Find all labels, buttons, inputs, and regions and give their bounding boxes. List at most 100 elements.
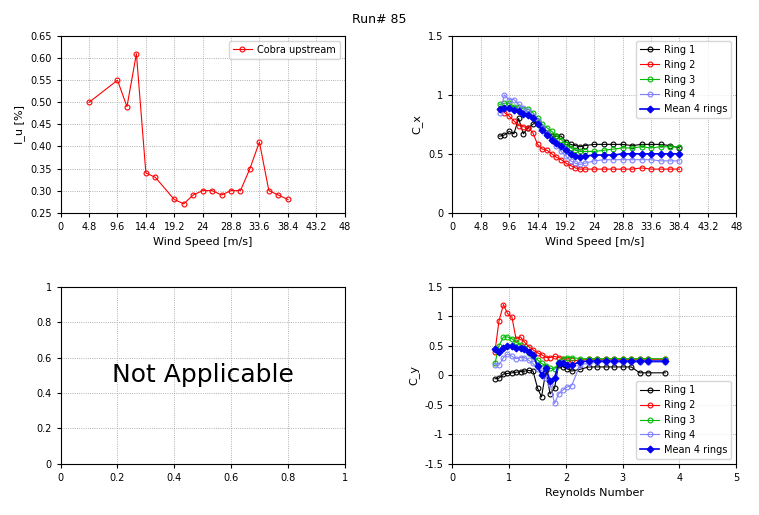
Ring 4 (575, 161, 584, 167)
Ring 4 (508, 353, 517, 359)
Legend: Cobra upstream: Cobra upstream (229, 41, 340, 59)
Mean 4 rings (562, 147, 571, 153)
Ring 2 (627, 356, 636, 363)
Ring 3 (661, 356, 670, 362)
Ring 3 (537, 121, 546, 127)
Ring 2 (495, 106, 504, 112)
Ring 3 (593, 356, 602, 362)
Ring 2 (618, 166, 627, 172)
Line: Mean 4 rings: Mean 4 rings (493, 344, 668, 384)
Ring 1 (618, 364, 627, 370)
Ring 1 (505, 128, 514, 134)
Ring 3 (666, 144, 675, 150)
Mean 4 rings (543, 132, 552, 138)
Mean 4 rings (546, 378, 555, 384)
Ring 1 (537, 394, 546, 400)
Ring 4 (559, 387, 568, 393)
Ring 2 (505, 113, 514, 119)
Ring 1 (562, 139, 571, 145)
Ring 4 (575, 362, 584, 368)
Legend: Ring 1, Ring 2, Ring 3, Ring 4, Mean 4 rings: Ring 1, Ring 2, Ring 3, Ring 4, Mean 4 r… (636, 41, 732, 118)
Cobra upstream (113, 77, 122, 83)
Cobra upstream (226, 187, 235, 194)
Mean 4 rings (547, 136, 556, 143)
Mean 4 rings (666, 151, 675, 157)
Legend: Ring 1, Ring 2, Ring 3, Ring 4, Mean 4 rings: Ring 1, Ring 2, Ring 3, Ring 4, Mean 4 r… (636, 382, 732, 459)
Ring 2 (581, 166, 590, 172)
Ring 3 (601, 356, 610, 362)
Ring 1 (609, 364, 619, 370)
Ring 4 (618, 359, 627, 365)
Ring 3 (575, 148, 584, 154)
Ring 1 (528, 121, 537, 127)
Cobra upstream (264, 187, 273, 194)
Ring 4 (661, 359, 670, 365)
Ring 1 (520, 368, 529, 374)
Mean 4 rings (567, 362, 576, 368)
Ring 4 (609, 157, 618, 163)
Ring 3 (490, 360, 499, 367)
Mean 4 rings (559, 360, 568, 367)
Mean 4 rings (490, 346, 499, 352)
Ring 4 (562, 153, 571, 159)
Ring 2 (590, 166, 599, 172)
Ring 3 (550, 366, 559, 372)
Ring 4 (528, 113, 537, 119)
Ring 2 (543, 147, 552, 153)
Ring 2 (508, 314, 517, 320)
Ring 1 (554, 362, 563, 368)
Ring 3 (537, 360, 546, 367)
Ring 3 (552, 133, 561, 139)
Mean 4 rings (503, 343, 512, 349)
Ring 1 (647, 141, 656, 147)
Ring 1 (675, 145, 684, 151)
Cobra upstream (207, 187, 216, 194)
Ring 3 (519, 106, 528, 112)
Ring 3 (627, 356, 636, 362)
Ring 1 (500, 132, 509, 138)
Ring 4 (494, 362, 503, 368)
Ring 3 (581, 148, 590, 154)
Ring 4 (524, 108, 533, 114)
Ring 4 (566, 158, 575, 164)
Ring 1 (533, 118, 542, 124)
Ring 2 (552, 154, 561, 161)
Ring 2 (635, 356, 644, 363)
Mean 4 rings (556, 143, 565, 149)
Ring 3 (528, 110, 537, 116)
Ring 4 (571, 160, 580, 166)
Ring 4 (599, 157, 608, 163)
Cobra upstream (283, 196, 292, 202)
Ring 1 (508, 370, 517, 376)
Ring 1 (661, 370, 670, 376)
Ring 1 (656, 141, 665, 147)
Ring 2 (618, 356, 627, 363)
Ring 3 (554, 359, 563, 365)
Ring 2 (637, 165, 646, 171)
Ring 1 (543, 129, 552, 135)
Ring 4 (547, 136, 556, 143)
Mean 4 rings (519, 111, 528, 117)
Ring 1 (559, 364, 568, 370)
Cobra upstream (141, 170, 150, 176)
Ring 2 (537, 351, 546, 357)
Mean 4 rings (618, 358, 627, 364)
Cobra upstream (189, 192, 198, 198)
Ring 2 (575, 357, 584, 364)
Ring 4 (509, 96, 518, 102)
Ring 3 (584, 356, 594, 362)
Ring 2 (537, 146, 546, 152)
Mean 4 rings (575, 358, 584, 365)
Ring 1 (637, 141, 646, 147)
Ring 4 (644, 359, 653, 365)
Ring 3 (675, 144, 684, 150)
Ring 4 (556, 148, 565, 154)
Ring 2 (575, 166, 584, 172)
Ring 1 (618, 141, 627, 147)
Ring 4 (675, 158, 684, 164)
Ring 3 (567, 354, 576, 360)
Cobra upstream (84, 99, 93, 106)
Line: Ring 2: Ring 2 (497, 107, 682, 171)
Ring 4 (647, 157, 656, 163)
Ring 3 (509, 104, 518, 110)
